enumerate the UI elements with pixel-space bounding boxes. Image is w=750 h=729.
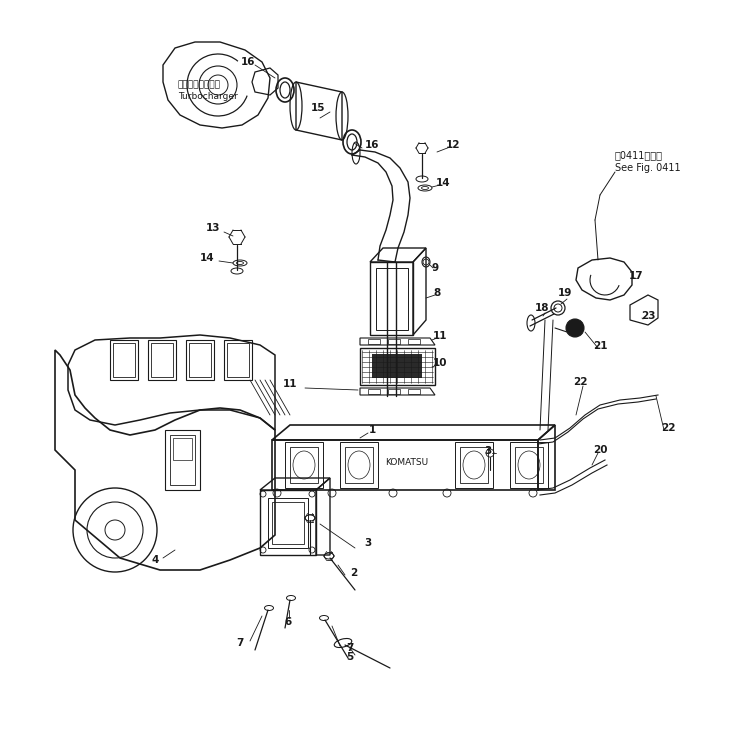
Text: See Fig. 0411: See Fig. 0411 bbox=[615, 163, 681, 173]
Text: 3: 3 bbox=[364, 538, 372, 548]
Text: KOMATSU: KOMATSU bbox=[385, 458, 428, 467]
Text: 15: 15 bbox=[310, 103, 326, 113]
Text: ターボチャージャ: ターボチャージャ bbox=[178, 80, 221, 90]
Text: Turbocharger: Turbocharger bbox=[178, 92, 238, 101]
Text: 6: 6 bbox=[284, 617, 292, 627]
Text: 11: 11 bbox=[283, 379, 297, 389]
Text: 22: 22 bbox=[573, 377, 587, 387]
Text: 11: 11 bbox=[433, 331, 447, 341]
Text: 3: 3 bbox=[484, 446, 492, 456]
Text: 9: 9 bbox=[431, 263, 439, 273]
Text: 17: 17 bbox=[628, 271, 644, 281]
Text: 16: 16 bbox=[241, 57, 255, 67]
Text: 2: 2 bbox=[350, 568, 358, 578]
Text: 14: 14 bbox=[200, 253, 214, 263]
Text: 23: 23 bbox=[640, 311, 656, 321]
Text: 14: 14 bbox=[436, 178, 450, 188]
Circle shape bbox=[566, 319, 584, 337]
Text: 5: 5 bbox=[346, 652, 354, 662]
Text: 1: 1 bbox=[368, 425, 376, 435]
Text: 19: 19 bbox=[558, 288, 572, 298]
FancyBboxPatch shape bbox=[372, 354, 422, 378]
Text: 20: 20 bbox=[592, 445, 608, 455]
Text: 4: 4 bbox=[152, 555, 159, 565]
Text: 10: 10 bbox=[433, 358, 447, 368]
Text: 21: 21 bbox=[592, 341, 608, 351]
Text: 第0411図参照: 第0411図参照 bbox=[615, 150, 663, 160]
Text: 22: 22 bbox=[661, 423, 675, 433]
Text: 8: 8 bbox=[433, 288, 441, 298]
Text: 7: 7 bbox=[236, 638, 244, 648]
Text: 12: 12 bbox=[446, 140, 460, 150]
Text: 18: 18 bbox=[535, 303, 549, 313]
Text: 13: 13 bbox=[206, 223, 220, 233]
Text: 7: 7 bbox=[346, 643, 354, 653]
Text: 16: 16 bbox=[364, 140, 380, 150]
